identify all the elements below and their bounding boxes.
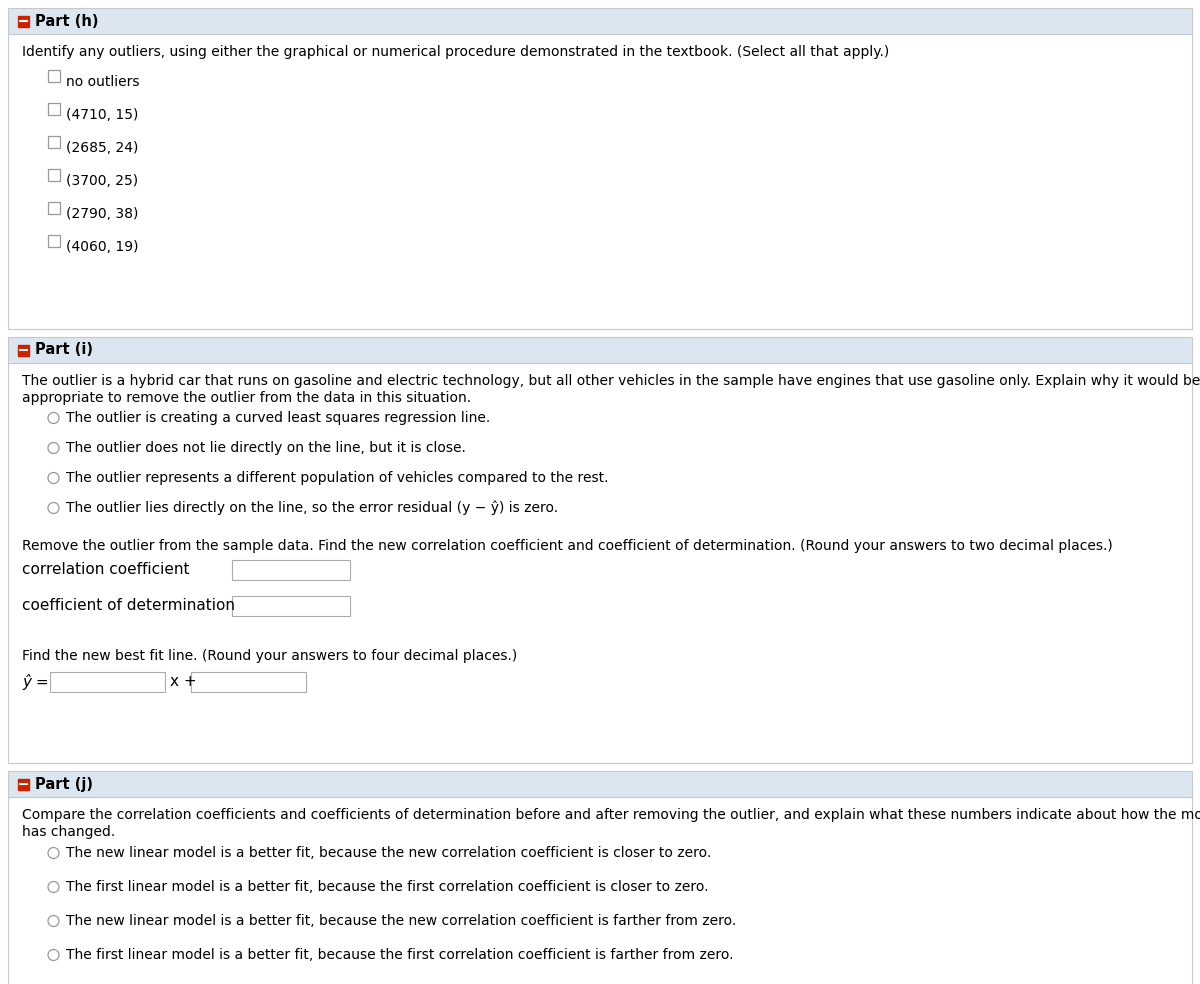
Text: no outliers: no outliers	[66, 75, 139, 89]
Text: (3700, 25): (3700, 25)	[66, 174, 138, 188]
Text: (4710, 15): (4710, 15)	[66, 108, 138, 122]
Text: coefficient of determination: coefficient of determination	[22, 598, 235, 613]
Bar	[48, 235, 60, 247]
Text: has changed.: has changed.	[22, 825, 115, 839]
Circle shape	[48, 503, 59, 514]
Text: Part (j): Part (j)	[35, 776, 94, 791]
Circle shape	[48, 915, 59, 927]
Text: ŷ =: ŷ =	[22, 674, 49, 690]
Bar	[8, 8, 1192, 34]
Bar	[48, 202, 60, 214]
Text: (4060, 19): (4060, 19)	[66, 240, 138, 254]
Text: The outlier represents a different population of vehicles compared to the rest.: The outlier represents a different popul…	[66, 471, 608, 485]
Bar	[18, 344, 29, 355]
Circle shape	[48, 847, 59, 858]
Bar	[48, 70, 60, 82]
Text: Find the new best fit line. (Round your answers to four decimal places.): Find the new best fit line. (Round your …	[22, 649, 517, 663]
Text: appropriate to remove the outlier from the data in this situation.: appropriate to remove the outlier from t…	[22, 391, 472, 405]
Text: The new linear model is a better fit, because the new correlation coefficient is: The new linear model is a better fit, be…	[66, 914, 737, 928]
Bar	[8, 771, 1192, 797]
Text: Identify any outliers, using either the graphical or numerical procedure demonst: Identify any outliers, using either the …	[22, 45, 889, 59]
Circle shape	[48, 882, 59, 892]
Bar	[18, 16, 29, 27]
Bar	[8, 797, 1192, 984]
Bar	[232, 596, 350, 616]
Text: correlation coefficient: correlation coefficient	[22, 563, 190, 578]
Text: (2790, 38): (2790, 38)	[66, 207, 138, 221]
Bar	[48, 103, 60, 115]
Text: The outlier lies directly on the line, so the error residual (y − ŷ) is zero.: The outlier lies directly on the line, s…	[66, 501, 558, 516]
Text: The new linear model is a better fit, because the new correlation coefficient is: The new linear model is a better fit, be…	[66, 846, 712, 860]
Text: Compare the correlation coefficients and coefficients of determination before an: Compare the correlation coefficients and…	[22, 808, 1200, 822]
Bar	[8, 337, 1192, 363]
Bar	[8, 34, 1192, 329]
Text: The outlier is a hybrid car that runs on gasoline and electric technology, but a: The outlier is a hybrid car that runs on…	[22, 374, 1200, 388]
Bar	[48, 169, 60, 181]
Bar	[232, 560, 350, 580]
Text: Remove the outlier from the sample data. Find the new correlation coefficient an: Remove the outlier from the sample data.…	[22, 539, 1112, 553]
Text: The first linear model is a better fit, because the first correlation coefficien: The first linear model is a better fit, …	[66, 880, 708, 894]
Bar	[18, 778, 29, 789]
Bar	[50, 672, 166, 692]
Circle shape	[48, 443, 59, 454]
Bar	[8, 363, 1192, 763]
Bar	[48, 136, 60, 148]
Circle shape	[48, 472, 59, 483]
Text: x +: x +	[170, 674, 197, 690]
Circle shape	[48, 412, 59, 423]
Text: The outlier does not lie directly on the line, but it is close.: The outlier does not lie directly on the…	[66, 441, 466, 455]
Text: Part (i): Part (i)	[35, 342, 94, 357]
Circle shape	[48, 950, 59, 960]
Text: Part (h): Part (h)	[35, 14, 98, 29]
Bar	[191, 672, 306, 692]
Text: The outlier is creating a curved least squares regression line.: The outlier is creating a curved least s…	[66, 411, 491, 425]
Text: The first linear model is a better fit, because the first correlation coefficien: The first linear model is a better fit, …	[66, 948, 733, 962]
Text: (2685, 24): (2685, 24)	[66, 141, 138, 155]
